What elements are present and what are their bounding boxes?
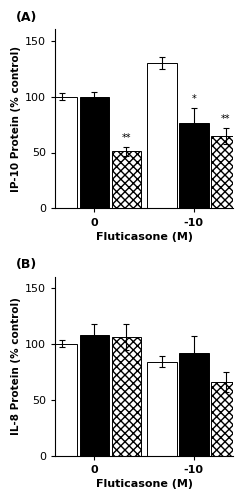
Bar (80, 96, 109, 208)
Text: **: ** (221, 114, 231, 124)
Bar (211, 136, 241, 208)
Bar (112, 337, 141, 456)
Bar (147, 63, 177, 208)
Bar (80, 335, 109, 456)
Bar (48, 96, 77, 208)
Bar (147, 362, 177, 456)
Bar (179, 124, 209, 208)
Bar (179, 352, 209, 456)
Text: **: ** (122, 133, 131, 143)
X-axis label: Fluticasone (M): Fluticasone (M) (96, 232, 193, 241)
Bar (211, 382, 241, 456)
Text: (A): (A) (16, 11, 38, 24)
Text: (B): (B) (16, 258, 38, 271)
X-axis label: Fluticasone (M): Fluticasone (M) (96, 479, 193, 489)
Text: *: * (192, 94, 196, 104)
Bar (112, 152, 141, 208)
Y-axis label: IL-8 Protein (% control): IL-8 Protein (% control) (11, 297, 21, 435)
Y-axis label: IP-10 Protein (% control): IP-10 Protein (% control) (11, 46, 21, 192)
Bar (48, 344, 77, 456)
